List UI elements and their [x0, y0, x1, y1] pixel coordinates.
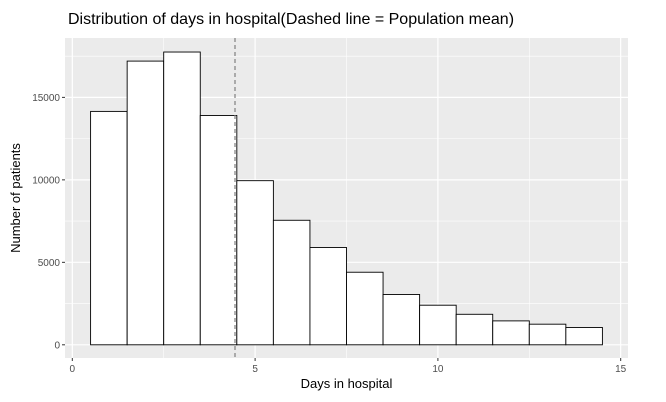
histogram-bar [565, 327, 603, 346]
histogram-bar [272, 219, 311, 346]
x-tick-label: 10 [432, 364, 444, 375]
axis-ticks: 0 5 10 15 0 5000 10000 15000 [32, 93, 626, 375]
histogram-bar [126, 60, 165, 346]
histogram-bar [309, 247, 347, 346]
histogram-bar [346, 271, 384, 346]
y-tick-label: 10000 [32, 175, 60, 186]
x-axis-title: Days in hospital [301, 376, 393, 391]
histogram-bars [90, 51, 603, 346]
y-tick-label: 0 [54, 340, 60, 351]
histogram-bar [90, 110, 128, 346]
x-tick-label: 5 [252, 364, 258, 375]
x-tick-label: 15 [615, 364, 627, 375]
histogram-bar [199, 115, 238, 346]
y-tick-label: 15000 [32, 93, 60, 104]
histogram-bar [455, 313, 494, 346]
histogram-bar [492, 320, 530, 346]
y-axis-title: Number of patients [8, 143, 23, 253]
histogram-bar [419, 304, 457, 346]
y-tick-label: 5000 [38, 258, 61, 269]
histogram-bar [163, 51, 201, 346]
x-tick-label: 0 [70, 364, 76, 375]
histogram-bar [236, 180, 274, 346]
histogram-bar [528, 323, 567, 346]
chart-title: Distribution of days in hospital(Dashed … [68, 11, 515, 28]
histogram-bar [382, 294, 421, 346]
